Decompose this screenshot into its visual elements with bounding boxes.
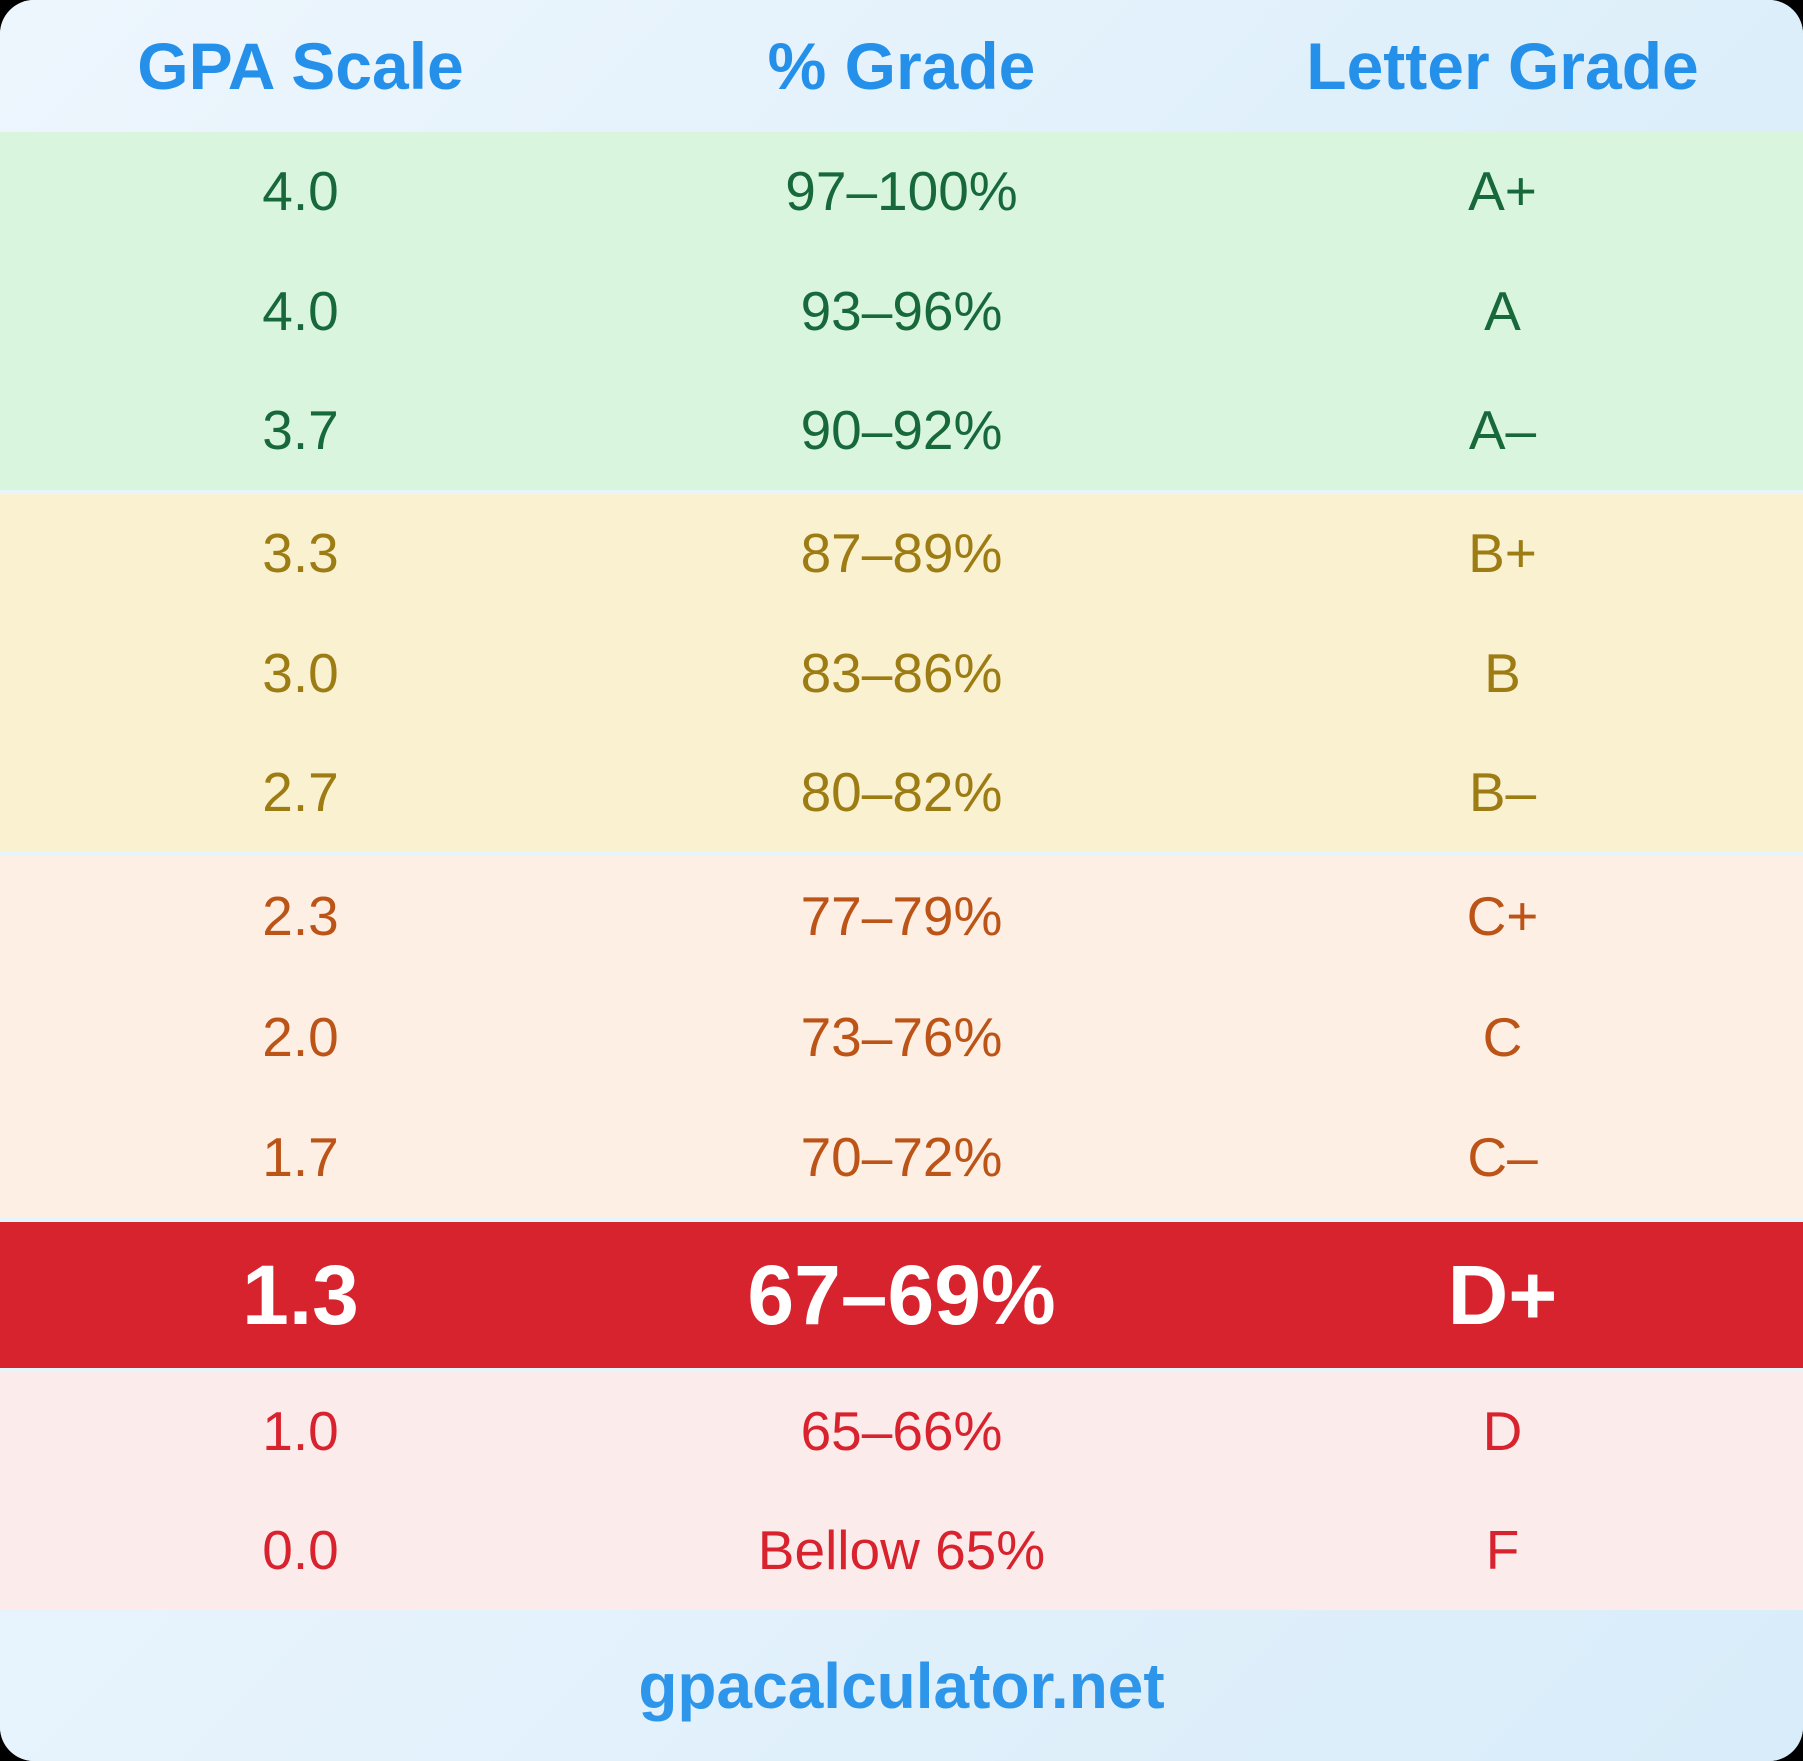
letter-grade: C — [1482, 1005, 1523, 1068]
gpa-value: 1.0 — [262, 1400, 339, 1463]
percent-range: 80–82% — [800, 761, 1003, 824]
percent-range: 65–66% — [800, 1400, 1003, 1463]
gpa-value: 1.7 — [262, 1126, 339, 1189]
site-footer: gpacalculator.net — [0, 1610, 1803, 1761]
table-header: GPA Scale % Grade Letter Grade — [0, 0, 1803, 132]
table-row: 3.0 83–86% B — [0, 613, 1803, 732]
letter-grade: C– — [1467, 1126, 1538, 1189]
letter-grade: B– — [1468, 761, 1537, 824]
percent-range: 77–79% — [800, 885, 1003, 948]
percent-range: 70–72% — [800, 1126, 1003, 1189]
table-row: 2.7 80–82% B– — [0, 733, 1803, 852]
table-row: 3.3 87–89% B+ — [0, 494, 1803, 613]
section-divider — [0, 490, 1803, 494]
site-name: gpacalculator.net — [638, 1649, 1165, 1722]
letter-grade: B+ — [1468, 522, 1537, 585]
header-letter-grade: Letter Grade — [1306, 28, 1699, 103]
table-row: 2.3 77–79% C+ — [0, 856, 1803, 977]
section-d-plus-highlighted: 1.3 67–69% D+ — [0, 1222, 1803, 1368]
percent-range: 87–89% — [800, 522, 1003, 585]
table-row: 2.0 73–76% C — [0, 977, 1803, 1098]
section-c-grades: 2.3 77–79% C+ 2.0 73–76% C 1.7 70–72% C– — [0, 856, 1803, 1218]
letter-grade: B — [1484, 641, 1521, 704]
gpa-value: 4.0 — [262, 160, 339, 223]
table-row: 1.7 70–72% C– — [0, 1097, 1803, 1218]
letter-grade: D — [1482, 1400, 1523, 1463]
table-row: 1.0 65–66% D — [0, 1372, 1803, 1491]
percent-range: 93–96% — [800, 279, 1003, 342]
letter-grade: F — [1485, 1519, 1520, 1582]
percent-range: 73–76% — [800, 1005, 1003, 1068]
letter-grade: A– — [1468, 399, 1537, 462]
section-d-f-grades: 1.0 65–66% D 0.0 Bellow 65% F — [0, 1372, 1803, 1610]
gpa-value: 2.7 — [262, 761, 339, 824]
table-row: 3.7 90–92% A– — [0, 371, 1803, 490]
gpa-value: 2.0 — [262, 1005, 339, 1068]
gpa-value: 4.0 — [262, 279, 339, 342]
percent-range: 67–69% — [747, 1247, 1056, 1342]
gpa-value: 2.3 — [262, 885, 339, 948]
gpa-value: 3.0 — [262, 641, 339, 704]
gpa-value: 3.3 — [262, 522, 339, 585]
letter-grade: D+ — [1447, 1247, 1558, 1342]
letter-grade: C+ — [1466, 885, 1539, 948]
percent-range: 97–100% — [785, 160, 1018, 223]
percent-range: 90–92% — [800, 399, 1003, 462]
table-row: 4.0 97–100% A+ — [0, 132, 1803, 251]
section-divider — [0, 852, 1803, 856]
header-gpa-scale: GPA Scale — [137, 28, 464, 103]
gpa-value: 3.7 — [262, 399, 339, 462]
percent-range: Bellow 65% — [757, 1519, 1046, 1582]
section-a-grades: 4.0 97–100% A+ 4.0 93–96% A 3.7 90–92% A… — [0, 132, 1803, 490]
section-divider — [0, 1368, 1803, 1372]
highlighted-row: 1.3 67–69% D+ — [0, 1222, 1803, 1368]
letter-grade: A+ — [1468, 160, 1537, 223]
table-row: 0.0 Bellow 65% F — [0, 1491, 1803, 1610]
table-row: 4.0 93–96% A — [0, 251, 1803, 370]
letter-grade: A — [1484, 279, 1521, 342]
gpa-value: 0.0 — [262, 1519, 339, 1582]
gpa-value: 1.3 — [242, 1247, 359, 1342]
header-percent-grade: % Grade — [767, 28, 1036, 103]
percent-range: 83–86% — [800, 641, 1003, 704]
section-divider — [0, 1218, 1803, 1222]
section-b-grades: 3.3 87–89% B+ 3.0 83–86% B 2.7 80–82% B– — [0, 494, 1803, 852]
